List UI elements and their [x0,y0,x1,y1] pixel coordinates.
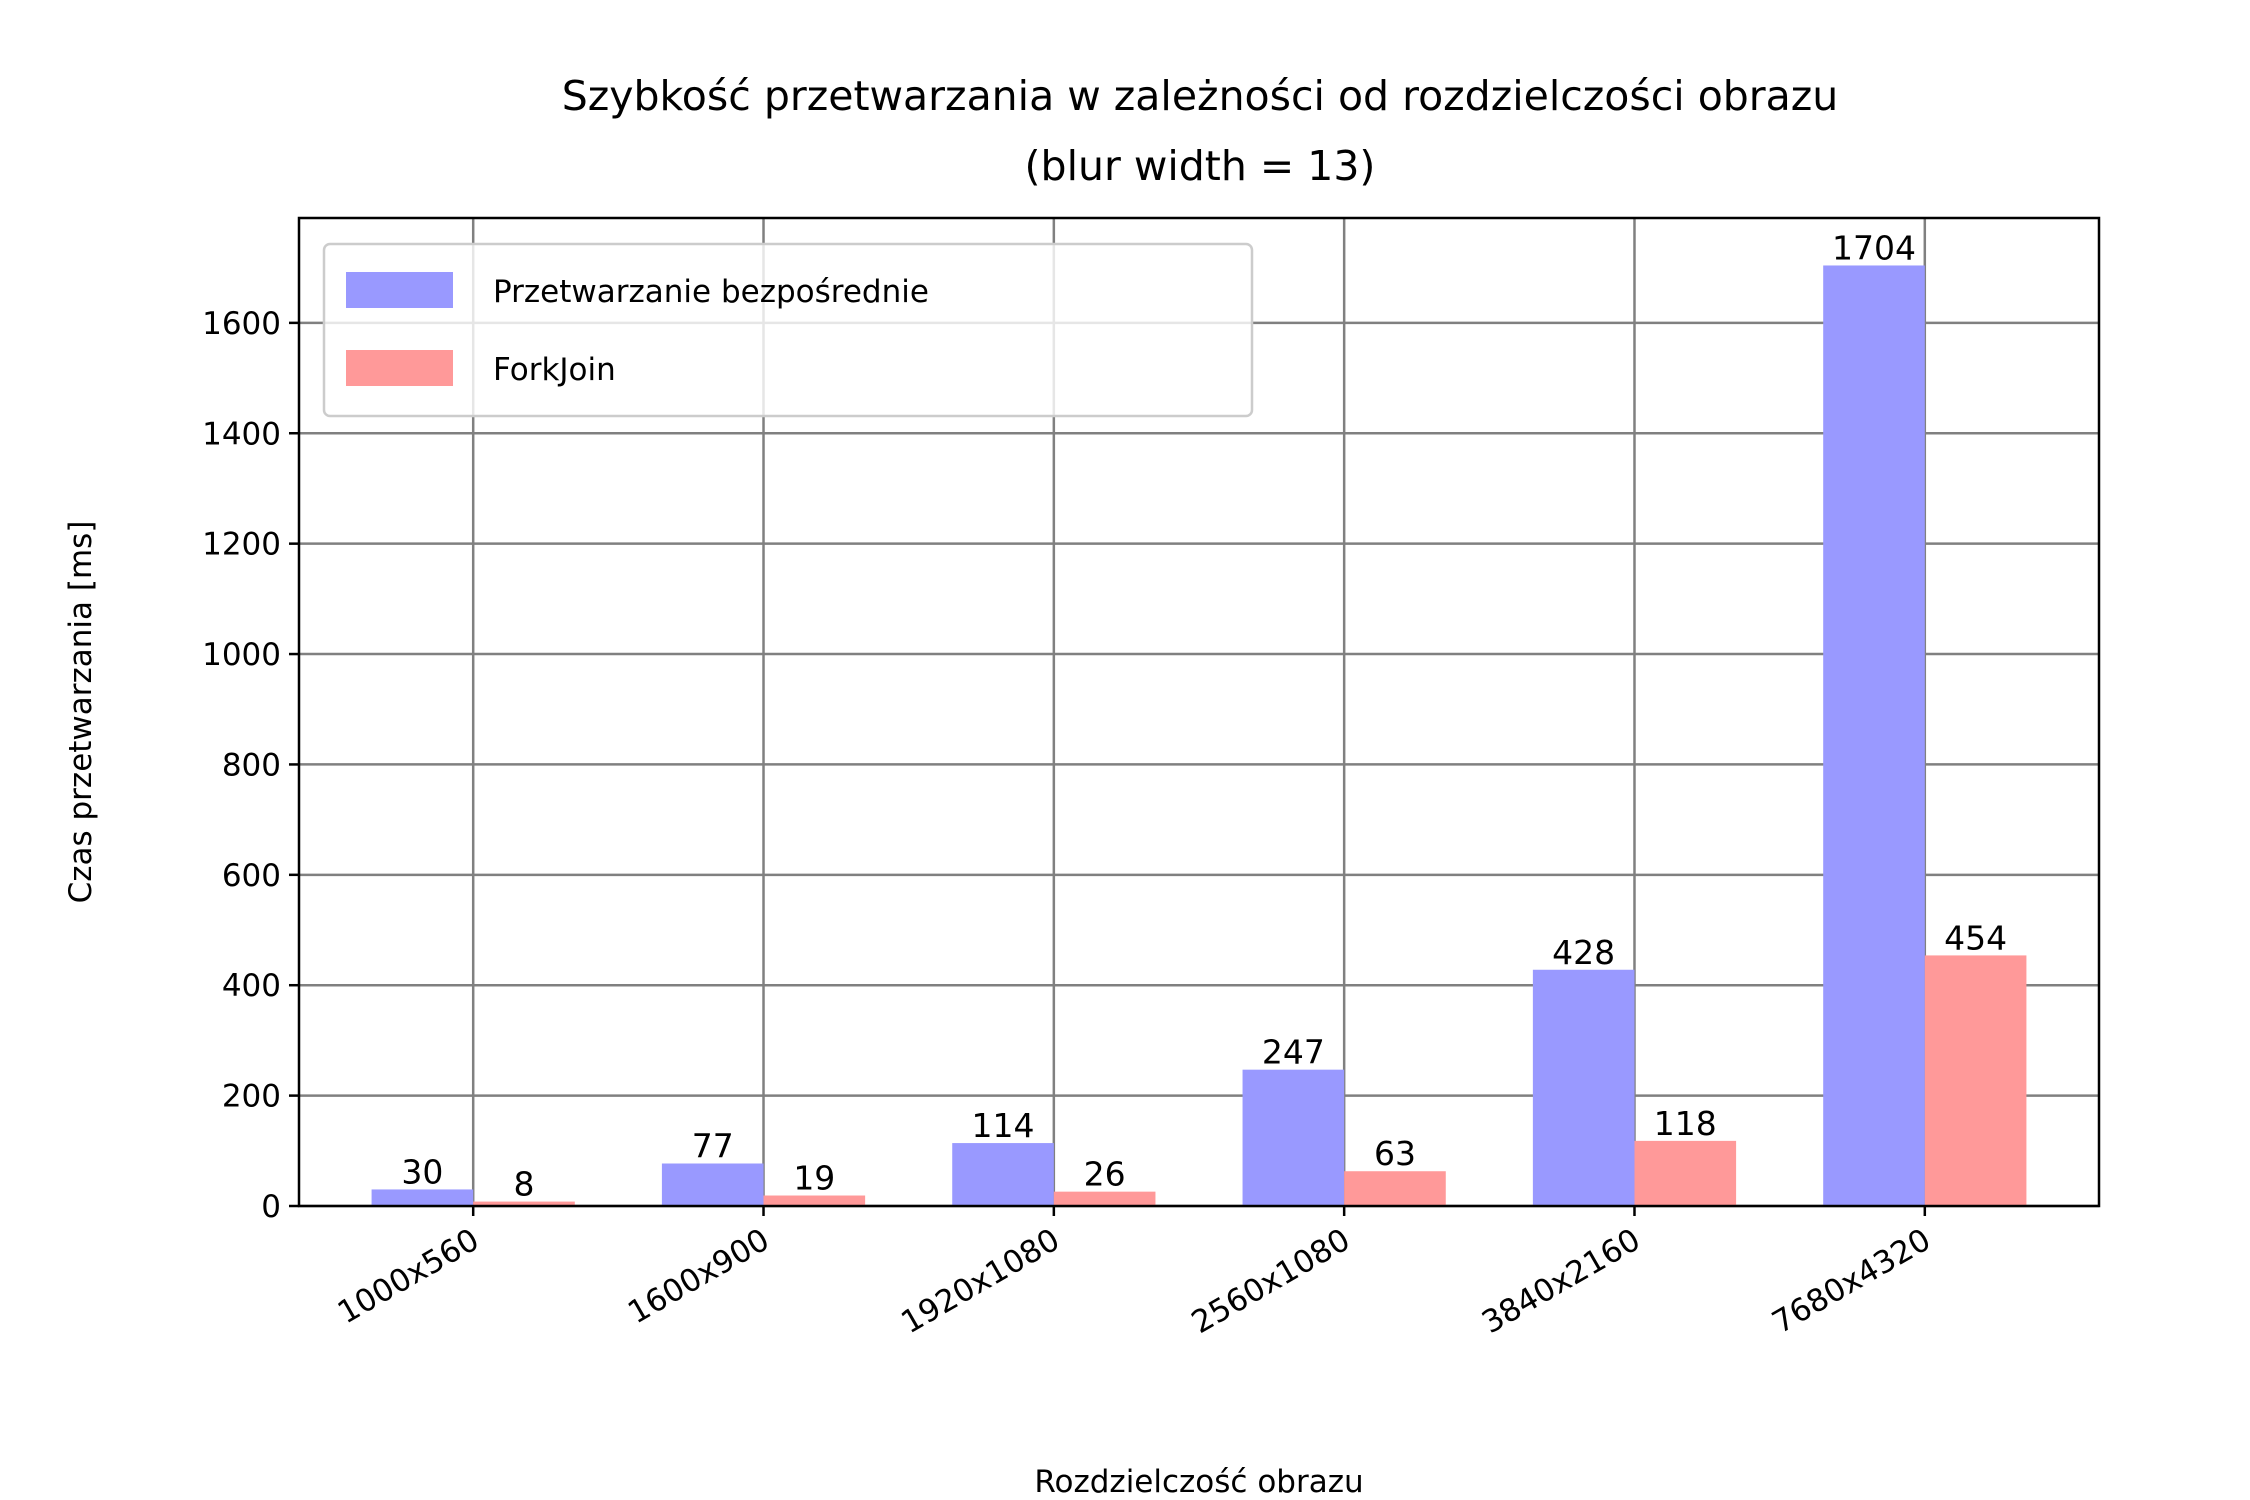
bar-value-label: 30 [401,1152,443,1191]
x-tick-label: 3840x2160 [1476,1222,1647,1341]
legend: Przetwarzanie bezpośrednie ForkJoin [322,242,1254,418]
x-tick-label: 1600x900 [622,1222,775,1331]
bar-value-label: 114 [972,1106,1035,1145]
bar-value-label: 118 [1654,1104,1717,1143]
y-axis-label: Czas przetwarzania [ms] [63,521,99,904]
bar [1634,1140,1737,1206]
plot-area-frame [297,216,2101,1208]
legend-label: Przetwarzanie bezpośrednie [493,274,929,310]
legend-swatch [346,272,453,308]
x-axis-label: Rozdzielczość obrazu [1034,1464,1363,1500]
bar [1924,955,2027,1206]
bar-value-label: 8 [514,1165,535,1204]
x-tick-label: 1000x560 [332,1222,485,1331]
bar-value-label: 1704 [1832,228,1916,267]
bar-value-label: 19 [793,1159,835,1198]
y-tick-label: 1400 [202,416,281,452]
x-tick-label: 7680x4320 [1766,1222,1937,1341]
bars [371,265,2027,1207]
chart-subtitle: (blur width = 13) [1025,142,1376,190]
bar-value-label: 26 [1084,1155,1126,1194]
y-tick-label: 1600 [202,306,281,342]
legend-swatch [346,350,453,386]
bar [1532,969,1635,1206]
bar [371,1189,474,1206]
bar-value-label: 454 [1944,918,2007,957]
bar [1823,265,1925,1207]
bar [763,1195,866,1206]
bar [473,1201,575,1206]
y-tick-label: 1000 [202,637,281,673]
y-tick-label: 800 [222,747,281,783]
y-tick-label: 400 [222,968,281,1004]
y-tick-label: 1200 [202,527,281,563]
legend-label: ForkJoin [493,352,616,388]
y-tick-label: 600 [222,858,281,894]
y-tick-label: 0 [261,1189,281,1225]
bar [1053,1191,1156,1206]
bar [952,1143,1054,1206]
bar [1344,1171,1446,1206]
chart-title: Szybkość przetwarzania w zależności od r… [562,72,1839,120]
bar [661,1163,764,1206]
x-tick-label: 1920x1080 [895,1222,1066,1341]
bar-value-label: 63 [1374,1134,1416,1173]
bar-value-label: 77 [692,1126,734,1165]
bar [1242,1069,1345,1206]
bar-value-label: 428 [1552,933,1615,972]
legend-box [322,242,1254,418]
y-tick-label: 200 [222,1079,281,1115]
bar-value-labels: 30 77 114 247 428 1704 8 19 26 63 118 454 [401,228,2007,1203]
x-tick-label: 2560x1080 [1186,1222,1357,1341]
bar-value-label: 247 [1262,1033,1325,1072]
